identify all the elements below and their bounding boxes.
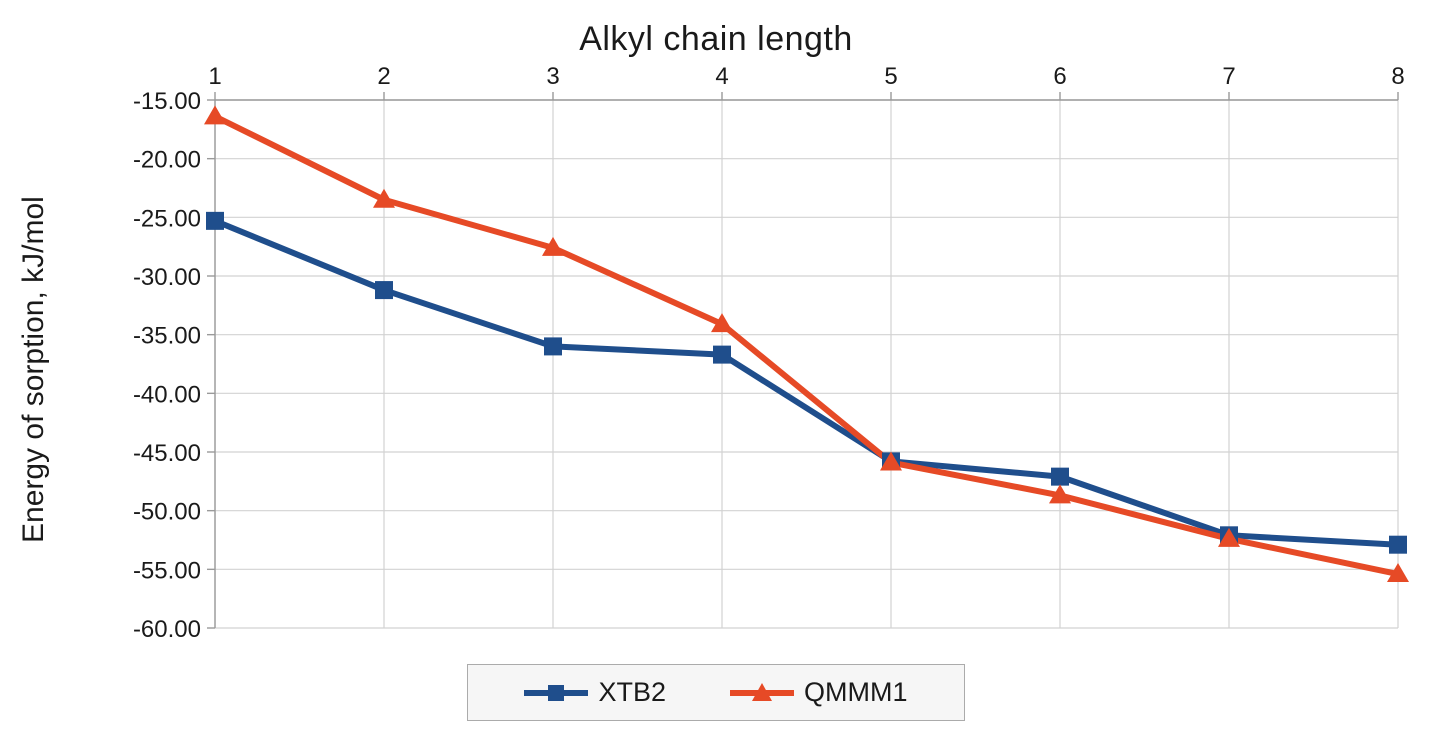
x-tick-label: 3	[546, 63, 559, 90]
triangle-marker-icon	[1049, 484, 1071, 504]
x-tick-label: 2	[377, 63, 390, 90]
triangle-marker-icon	[542, 236, 564, 256]
legend-label: XTB2	[598, 677, 667, 707]
series-line-xtb2	[212, 217, 1401, 548]
legend: XTB2 QMMM1	[0, 664, 1432, 721]
triangle-legend-marker-icon	[730, 682, 795, 701]
x-tick-label: 7	[1222, 63, 1235, 90]
y-tick-label: -30.00	[133, 264, 201, 291]
square-marker-icon	[1389, 535, 1407, 554]
triangle-marker-icon	[373, 188, 395, 208]
legend-box: XTB2 QMMM1	[467, 664, 965, 721]
x-tick-label: 5	[884, 63, 897, 90]
triangle-marker-icon	[1387, 563, 1409, 583]
series-line-qmmm1	[212, 113, 1401, 578]
square-marker-icon	[206, 211, 224, 230]
square-marker-icon	[544, 337, 562, 356]
square-marker-icon	[713, 345, 731, 364]
triangle-marker-icon	[1218, 527, 1240, 547]
chart-title: Alkyl chain length	[579, 20, 853, 58]
x-tick-label: 6	[1053, 63, 1066, 90]
triangle-marker-icon	[880, 451, 902, 471]
y-tick-label: -45.00	[133, 440, 201, 467]
y-tick-label: -60.00	[133, 616, 201, 643]
legend-item-xtb2: XTB2	[524, 677, 666, 708]
x-tick-label: 4	[715, 63, 728, 90]
square-marker-icon	[375, 281, 393, 300]
legend-label: QMMM1	[804, 677, 908, 707]
triangle-marker-icon	[752, 682, 773, 701]
square-legend-marker-icon	[524, 684, 589, 701]
x-tick-label: 1	[208, 63, 221, 90]
y-tick-label: -25.00	[133, 205, 201, 232]
x-tick-label: 8	[1391, 63, 1404, 90]
y-tick-label: -20.00	[133, 147, 201, 174]
y-tick-label: -35.00	[133, 323, 201, 350]
legend-item-qmmm1: QMMM1	[730, 677, 908, 708]
triangle-marker-icon	[711, 313, 733, 333]
y-tick-label: -15.00	[133, 88, 201, 115]
y-tick-label: -55.00	[133, 557, 201, 584]
y-tick-label: -40.00	[133, 381, 201, 408]
y-tick-label: -50.00	[133, 499, 201, 526]
triangle-marker-icon	[204, 105, 226, 125]
square-marker-icon	[548, 684, 565, 701]
square-marker-icon	[1051, 467, 1069, 486]
